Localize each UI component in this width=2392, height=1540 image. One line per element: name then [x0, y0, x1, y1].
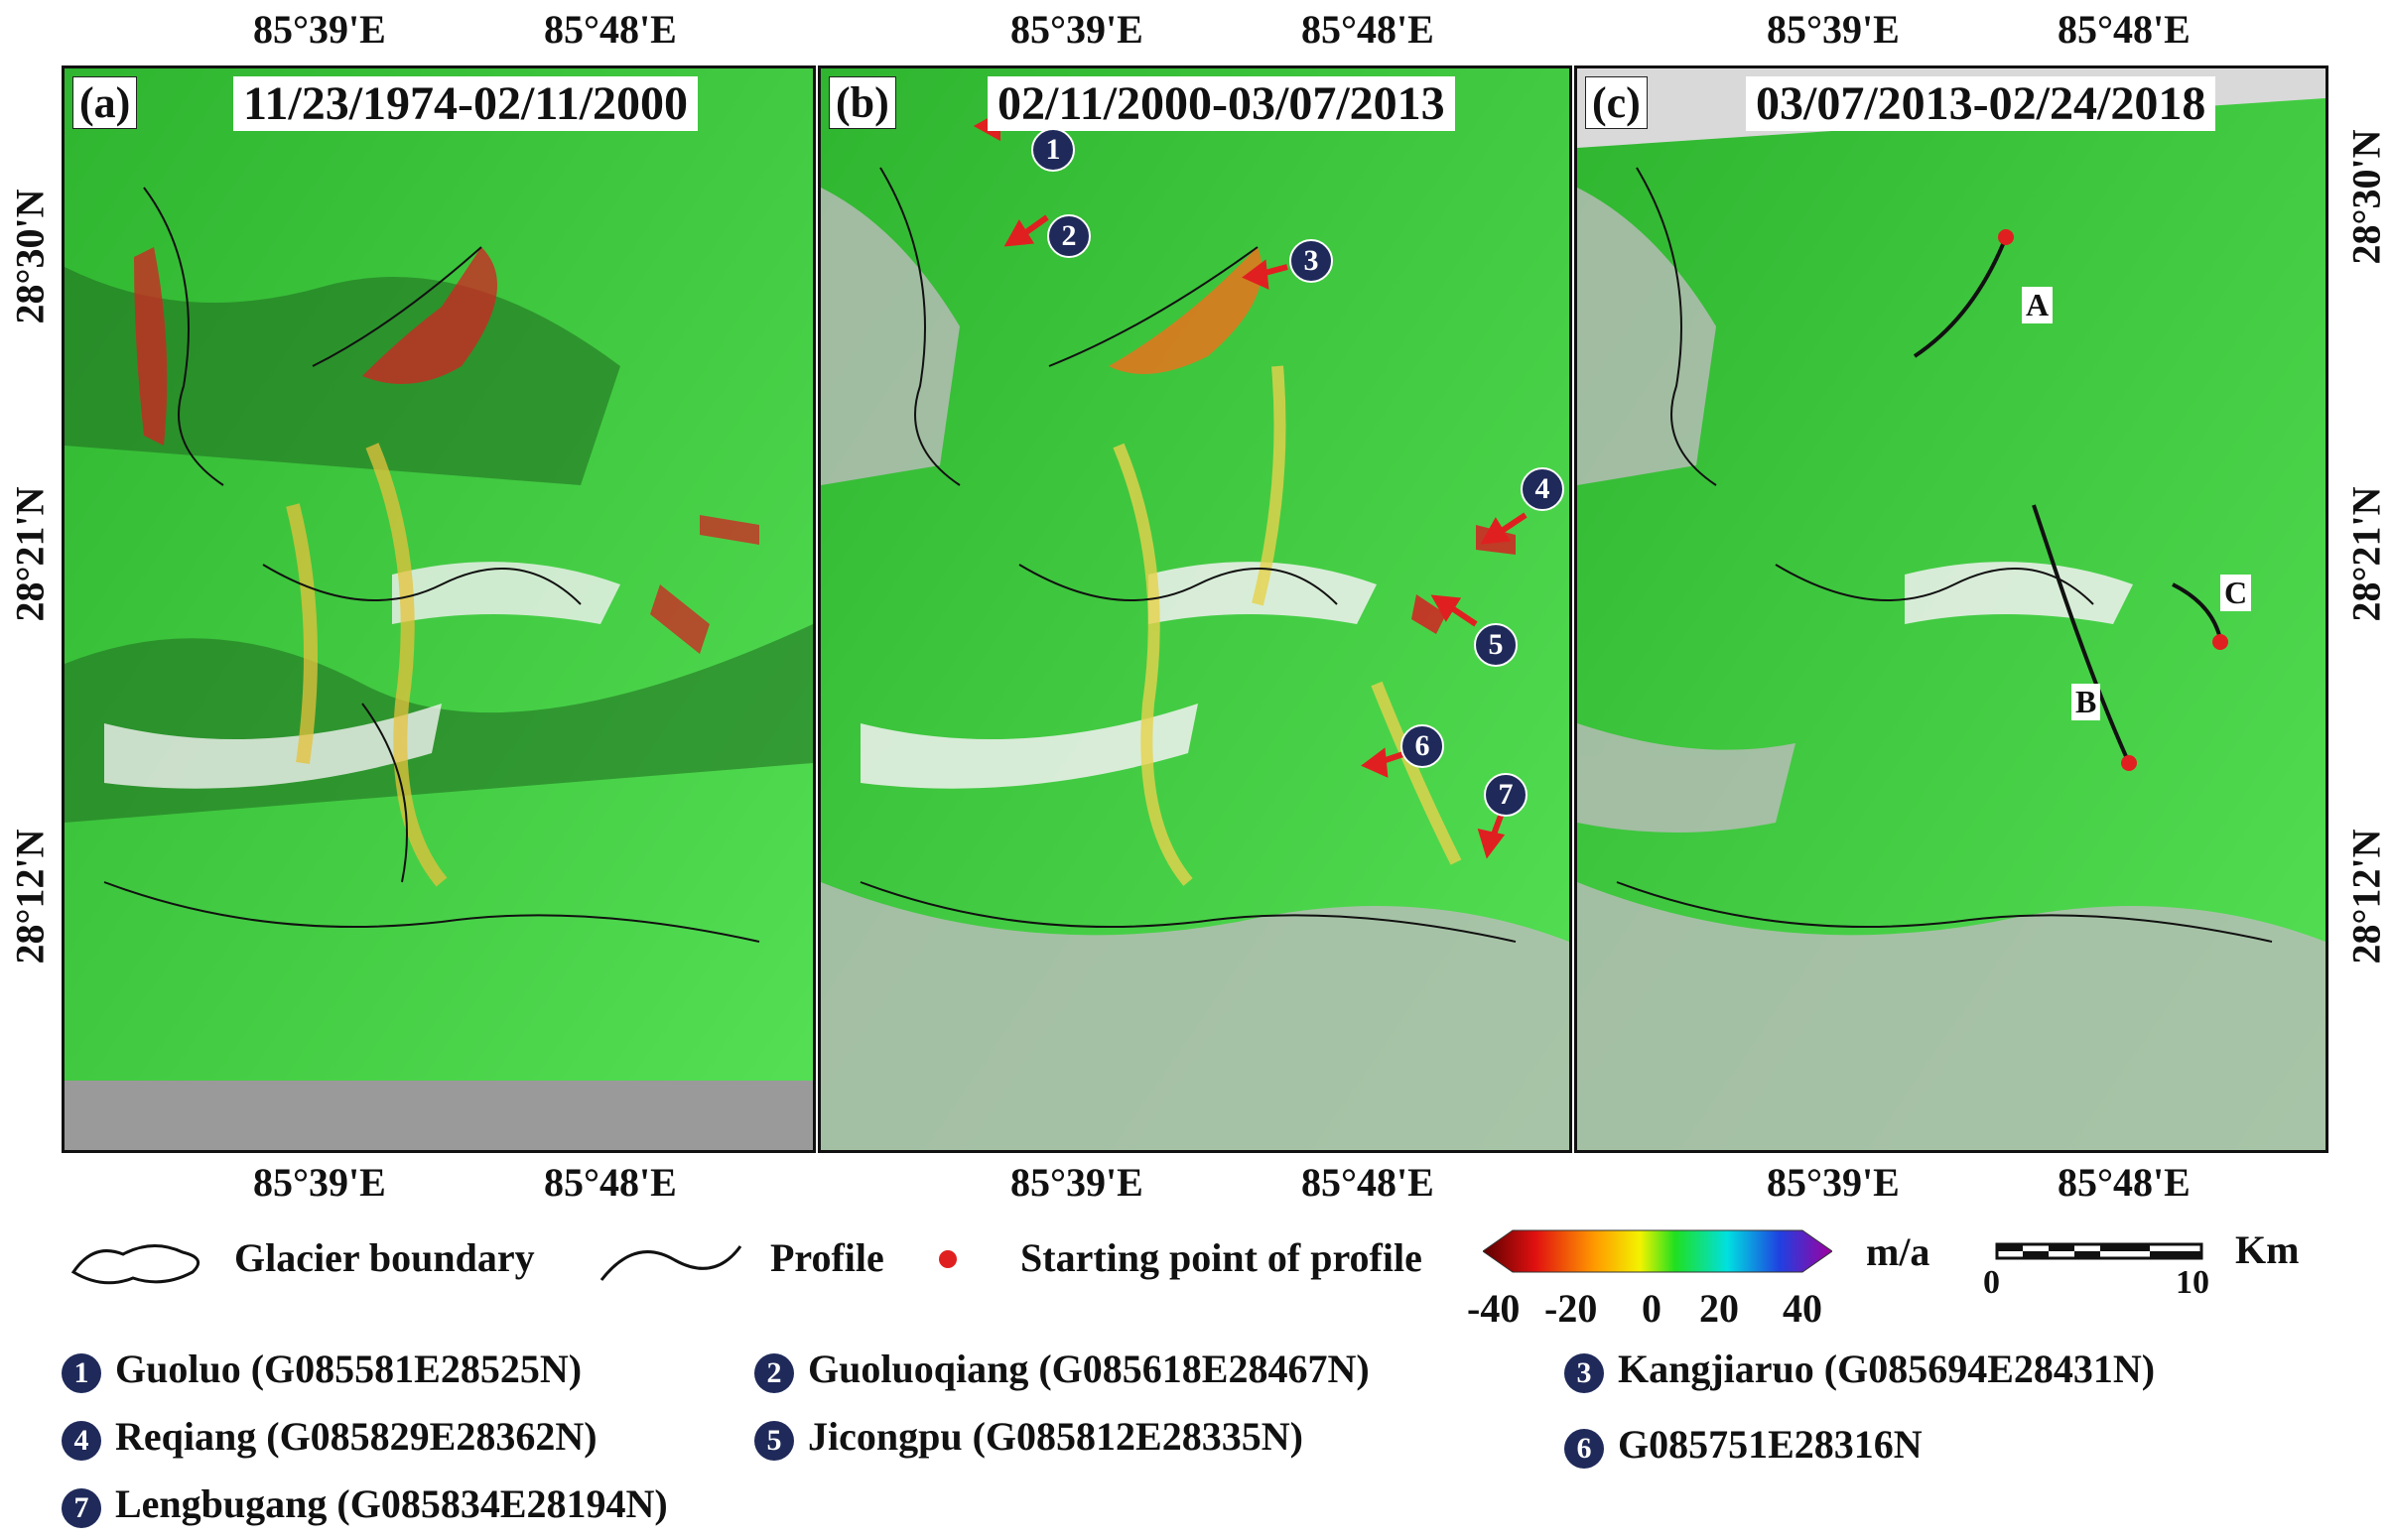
starting-point-icon	[939, 1250, 957, 1268]
glacier-marker-2: 2	[1047, 214, 1091, 258]
colorbar-tick-3: 0	[1642, 1286, 1661, 1331]
legend-profile: Profile	[770, 1235, 884, 1280]
lon-label-top-b1: 85°39'E	[1010, 7, 1143, 52]
lon-label-bottom-a2: 85°48'E	[544, 1160, 677, 1205]
lon-label-bottom-b2: 85°48'E	[1301, 1160, 1434, 1205]
glacier-list-item-2: 2 Guoluoqiang (G085618E28467N)	[754, 1346, 1370, 1393]
panel-label-a: (a)	[72, 76, 138, 129]
map-panel-b: (b) 02/11/2000-03/07/2013 1 2 3 4 5 6 7	[818, 65, 1572, 1153]
map-panel-c: (c) 03/07/2013-02/24/2018 A B C	[1574, 65, 2328, 1153]
glacier-marker-6: 6	[1400, 724, 1444, 768]
scale-tick-10: 10	[2176, 1264, 2209, 1301]
glacier-name-1: Guoluo (G085581E28525N)	[115, 1347, 583, 1391]
map-panel-a: (a) 11/23/1974-02/11/2000	[62, 65, 816, 1153]
glacier-name-4: Reqiang (G085829E28362N)	[115, 1414, 598, 1459]
glacier-marker-1: 1	[1031, 128, 1075, 172]
lon-label-top-c2: 85°48'E	[2058, 7, 2191, 52]
map-image-b	[821, 68, 1569, 1150]
lat-label-left-2: 28°21'N	[7, 486, 53, 622]
panel-date-c: 03/07/2013-02/24/2018	[1746, 76, 2216, 131]
lat-label-right-2: 28°21'N	[2343, 486, 2389, 622]
profile-line-icon	[599, 1245, 742, 1281]
profile-label-a: A	[2022, 287, 2054, 323]
legend-glacier-boundary: Glacier boundary	[234, 1235, 535, 1280]
scale-tick-0: 0	[1983, 1264, 2000, 1301]
glacier-list-item-1: 1 Guoluo (G085581E28525N)	[62, 1346, 582, 1393]
lat-label-right-3: 28°12'N	[2343, 829, 2389, 964]
glacier-marker-7: 7	[1484, 773, 1528, 817]
glacier-list-item-6: 6 G085751E28316N	[1564, 1421, 1923, 1469]
lon-label-bottom-a1: 85°39'E	[253, 1160, 386, 1205]
lat-label-left-1: 28°30'N	[7, 189, 53, 324]
glacier-list-item-7: 7 Lengbugang (G085834E28194N)	[62, 1480, 668, 1528]
lat-label-right-1: 28°30'N	[2343, 129, 2389, 265]
scale-bar	[1995, 1242, 2203, 1260]
glacier-name-7: Lengbugang (G085834E28194N)	[115, 1481, 668, 1526]
legend-starting-point: Starting point of profile	[1020, 1235, 1422, 1280]
lon-label-top-a2: 85°48'E	[544, 7, 677, 52]
velocity-colorbar	[1483, 1229, 1832, 1273]
colorbar-tick-2: -20	[1544, 1286, 1598, 1331]
glacier-number-7: 7	[62, 1487, 101, 1528]
colorbar-unit: m/a	[1866, 1229, 1930, 1274]
glacier-list-item-3: 3 Kangjiaruo (G085694E28431N)	[1564, 1346, 2155, 1393]
map-image-a	[65, 68, 813, 1150]
lon-label-top-c1: 85°39'E	[1767, 7, 1900, 52]
lon-label-bottom-c2: 85°48'E	[2058, 1160, 2191, 1205]
glacier-name-2: Guoluoqiang (G085618E28467N)	[808, 1347, 1370, 1391]
scale-unit: Km	[2235, 1227, 2300, 1272]
panel-label-b: (b)	[829, 76, 896, 129]
lon-label-bottom-b1: 85°39'E	[1010, 1160, 1143, 1205]
lon-label-top-b2: 85°48'E	[1301, 7, 1434, 52]
glacier-list-item-4: 4 Reqiang (G085829E28362N)	[62, 1413, 598, 1461]
panel-label-c: (c)	[1585, 76, 1648, 129]
glacier-number-3: 3	[1564, 1352, 1604, 1393]
glacier-name-3: Kangjiaruo (G085694E28431N)	[1618, 1347, 2156, 1391]
glacier-marker-4: 4	[1521, 467, 1564, 511]
profile-label-b: B	[2071, 684, 2101, 720]
glacier-name-5: Jicongpu (G085812E28335N)	[808, 1414, 1303, 1459]
colorbar-tick-5: 40	[1783, 1286, 1822, 1331]
glacier-number-6: 6	[1564, 1428, 1604, 1469]
glacier-boundary-icon	[70, 1243, 200, 1285]
glacier-number-4: 4	[62, 1420, 101, 1461]
colorbar-tick-4: 20	[1699, 1286, 1739, 1331]
colorbar-tick-1: -40	[1467, 1286, 1521, 1331]
lat-label-left-3: 28°12'N	[7, 829, 53, 964]
glacier-marker-3: 3	[1289, 239, 1333, 283]
panel-date-b: 02/11/2000-03/07/2013	[988, 76, 1455, 131]
panel-date-a: 11/23/1974-02/11/2000	[233, 76, 699, 131]
glacier-number-5: 5	[754, 1420, 794, 1461]
map-image-c	[1577, 68, 2326, 1150]
lon-label-bottom-c1: 85°39'E	[1767, 1160, 1900, 1205]
glacier-number-1: 1	[62, 1352, 101, 1393]
glacier-list-item-5: 5 Jicongpu (G085812E28335N)	[754, 1413, 1303, 1461]
glacier-marker-5: 5	[1474, 623, 1518, 667]
profile-label-c: C	[2220, 575, 2252, 611]
lon-label-top-a1: 85°39'E	[253, 7, 386, 52]
glacier-name-6: G085751E28316N	[1618, 1422, 1923, 1467]
glacier-number-2: 2	[754, 1352, 794, 1393]
